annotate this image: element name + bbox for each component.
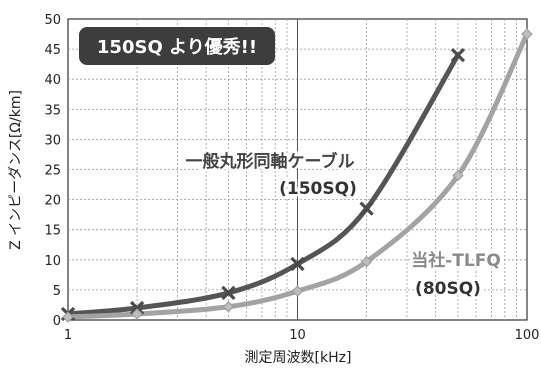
chart-grid (67, 18, 528, 321)
y-tick-label: 5 (53, 284, 61, 299)
x-tick-labels: 1 10 100 (64, 328, 540, 343)
x-tick-label: 1 (64, 328, 72, 343)
y-tick-labels: 0 5 10 15 20 25 30 35 40 45 50 (44, 13, 61, 329)
data-point-marker-diamond (131, 308, 143, 320)
data-point-marker-x (221, 285, 236, 301)
series-label-150sq-line2: (150SQ) (279, 179, 357, 199)
data-point-marker-diamond (521, 28, 533, 40)
series-label-150sq-line1: 一般丸形同軸ケーブル (186, 151, 355, 172)
y-tick-label: 10 (44, 254, 61, 269)
y-tick-label: 15 (44, 224, 61, 239)
series-label-tlfq-line1: 当社-TLFQ (411, 250, 501, 271)
y-tick-label: 45 (44, 43, 61, 58)
badge: 150SQ より優秀!! (79, 27, 275, 65)
y-tick-label: 40 (44, 73, 61, 88)
series-label-150sq: 一般丸形同軸ケーブル (150SQ) (183, 149, 359, 202)
y-tick-label: 35 (44, 103, 61, 118)
data-point-marker-x (290, 256, 305, 272)
data-point-marker-diamond (222, 301, 235, 313)
x-axis-title: 測定周波数[kHz] (245, 350, 352, 366)
data-point-marker-diamond (452, 169, 464, 182)
badge-text: 150SQ より優秀!! (97, 36, 257, 58)
x-tick-label: 100 (515, 328, 540, 343)
series-line-0 (65, 52, 461, 317)
y-tick-label: 30 (44, 133, 61, 148)
y-tick-label: 0 (53, 314, 61, 329)
series-label-tlfq: 当社-TLFQ (80SQ) (409, 248, 504, 302)
series-markers (60, 28, 533, 323)
data-point-marker-diamond (291, 285, 304, 297)
y-tick-label: 50 (44, 13, 61, 28)
data-point-marker-x (450, 47, 466, 63)
y-tick-label: 20 (44, 194, 61, 209)
data-point-marker-diamond (360, 255, 373, 268)
y-tick-label: 25 (44, 164, 61, 179)
badge-background (79, 27, 275, 65)
x-tick-label: 10 (289, 328, 306, 343)
y-axis-title: Z インピーダンス[Ω/km] (8, 90, 24, 250)
series-label-tlfq-line2: (80SQ) (415, 279, 481, 299)
data-point-marker-x (359, 201, 374, 216)
data-point-marker-x (129, 300, 145, 316)
data-point-marker-diamond (62, 311, 74, 323)
